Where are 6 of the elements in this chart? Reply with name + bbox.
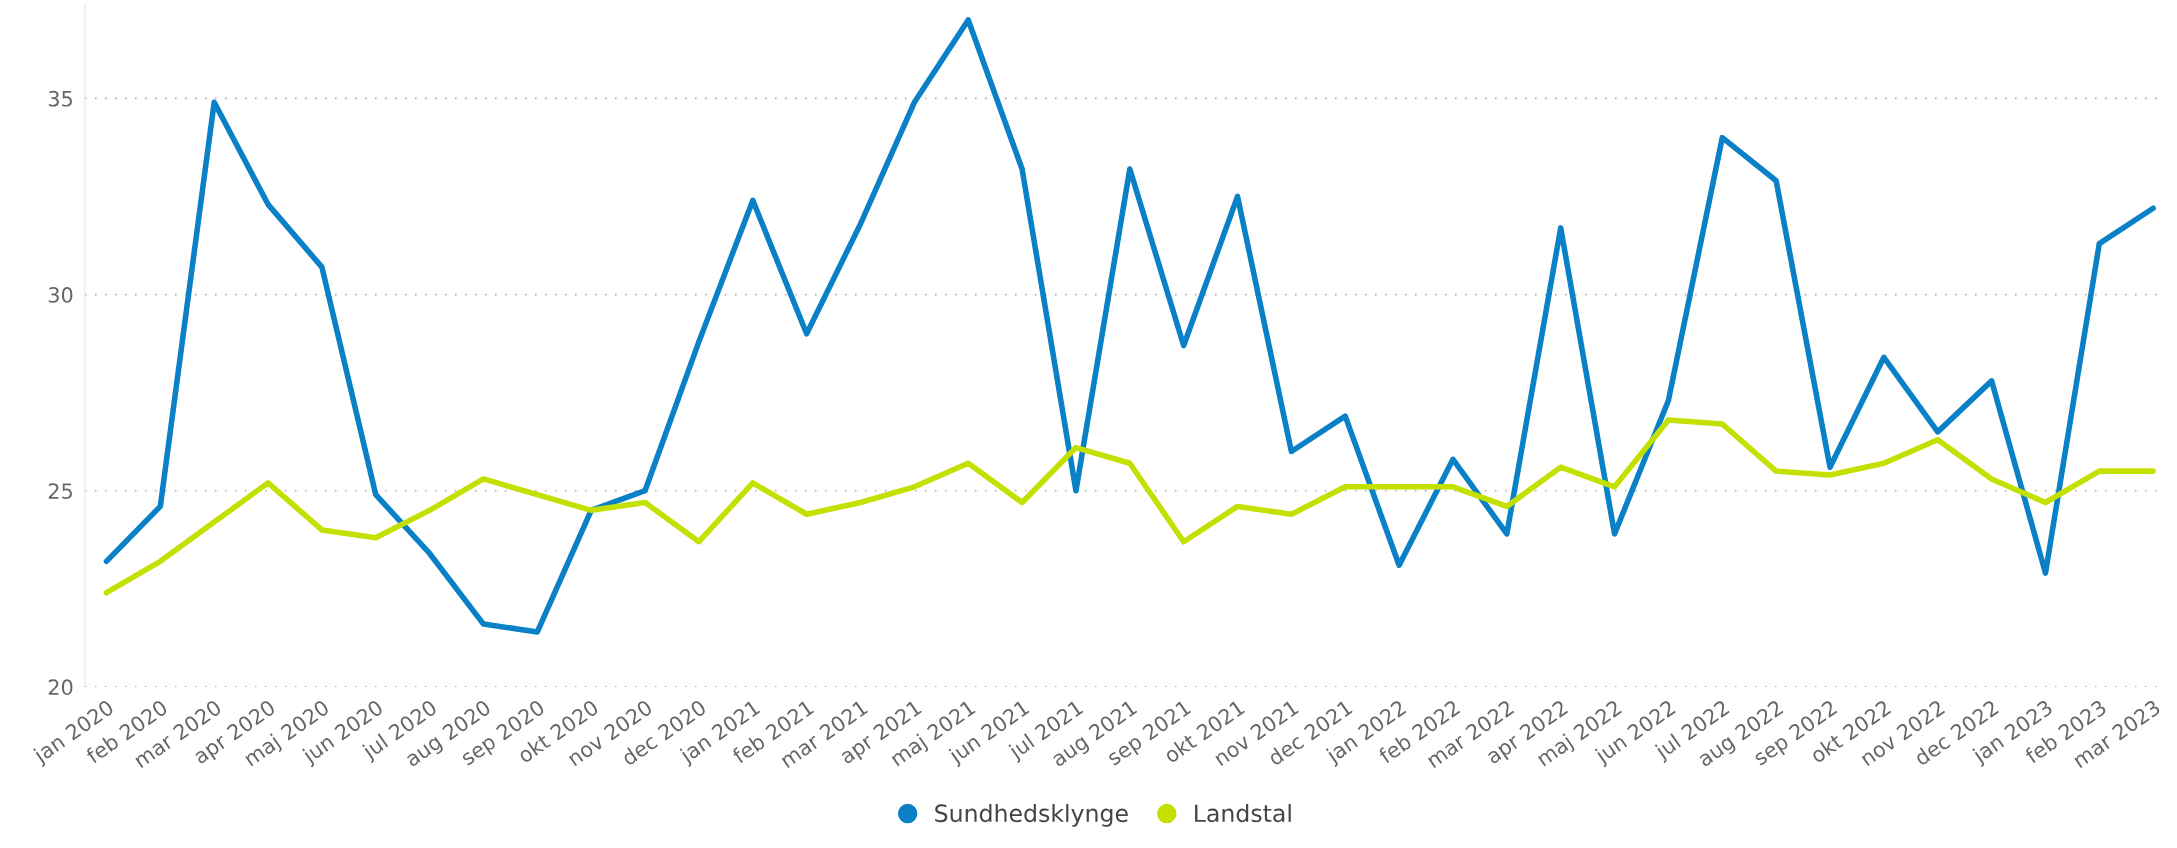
y-tick-label: 30 [48, 287, 73, 303]
y-tick-label: 35 [48, 90, 72, 107]
y-tick-label: 25 [48, 483, 72, 499]
y-tick-label: 20 [48, 679, 73, 696]
legend-label: Landstal [1195, 803, 1291, 823]
legend-label: Sundhedsklynge [935, 803, 1128, 827]
